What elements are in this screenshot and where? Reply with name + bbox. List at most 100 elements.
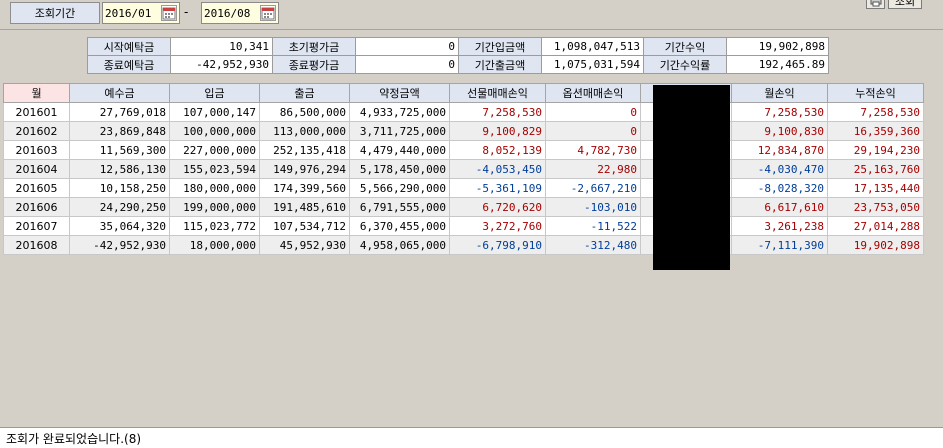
cell-deposit: 10,158,250: [69, 178, 170, 198]
table-row[interactable]: 201606 24,290,250 199,000,000 191,485,610 6,…: [3, 197, 924, 217]
cell-in: 107,000,147: [169, 102, 260, 122]
cell-contract: 4,933,725,000: [349, 102, 450, 122]
summary-value: 192,465.89: [726, 55, 829, 74]
column-header-in[interactable]: 입금: [169, 83, 260, 103]
cell-monthly: -8,028,320: [731, 178, 828, 198]
date-separator: -: [184, 5, 189, 19]
cell-in: 115,023,772: [169, 216, 260, 236]
summary-value: 1,075,031,594: [541, 55, 644, 74]
column-header-cumulative[interactable]: 누적손익: [827, 83, 924, 103]
end-date-field[interactable]: [201, 2, 279, 24]
cell-contract: 6,370,455,000: [349, 216, 450, 236]
summary-table: 시작예탁금 10,341 초기평가금 0 기간입금액 1,098,047,513…: [87, 37, 829, 74]
start-date-field[interactable]: [102, 2, 180, 24]
end-date-input[interactable]: [203, 5, 260, 21]
summary-label: 초기평가금: [272, 37, 356, 56]
cell-month: 201604: [3, 159, 70, 179]
cell-month: 201608: [3, 235, 70, 255]
cell-contract: 6,791,555,000: [349, 197, 450, 217]
start-date-input[interactable]: [104, 5, 161, 21]
column-header-contract[interactable]: 약정금액: [349, 83, 450, 103]
summary-label: 기간수익: [643, 37, 727, 56]
table-row[interactable]: 201604 12,586,130 155,023,594 149,976,294 5,…: [3, 159, 924, 179]
summary-value: 1,098,047,513: [541, 37, 644, 56]
cell-month: 201601: [3, 102, 70, 122]
summary-value: 0: [355, 55, 459, 74]
table-row[interactable]: 201602 23,869,848 100,000,000 113,000,000 3,…: [3, 121, 924, 141]
cell-deposit: 24,290,250: [69, 197, 170, 217]
printer-icon[interactable]: [866, 0, 885, 9]
column-header-out[interactable]: 출금: [259, 83, 350, 103]
calendar-icon[interactable]: [260, 5, 276, 21]
status-message: 조회가 완료되었습니다.(8): [6, 431, 142, 446]
cell-deposit: 35,064,320: [69, 216, 170, 236]
cell-month: 201606: [3, 197, 70, 217]
cell-cumulative: 29,194,230: [827, 140, 924, 160]
cell-monthly: -4,030,470: [731, 159, 828, 179]
cell-month: 201605: [3, 178, 70, 198]
cell-month: 201607: [3, 216, 70, 236]
table-row[interactable]: 201605 10,158,250 180,000,000 174,399,560 5,…: [3, 178, 924, 198]
column-header-month[interactable]: 월: [3, 83, 70, 103]
cell-in: 180,000,000: [169, 178, 260, 198]
summary-value: -42,952,930: [170, 55, 273, 74]
summary-label: 기간출금액: [458, 55, 542, 74]
cell-out: 149,976,294: [259, 159, 350, 179]
cell-cumulative: 25,163,760: [827, 159, 924, 179]
summary-value: 0: [355, 37, 459, 56]
cell-in: 155,023,594: [169, 159, 260, 179]
column-header-monthly[interactable]: 월손익: [731, 83, 828, 103]
summary-row: 시작예탁금 10,341 초기평가금 0 기간입금액 1,098,047,513…: [87, 37, 829, 56]
column-header-deposit[interactable]: 예수금: [69, 83, 170, 103]
cell-cumulative: 17,135,440: [827, 178, 924, 198]
table-row[interactable]: 201607 35,064,320 115,023,772 107,534,712 6,…: [3, 216, 924, 236]
column-header-futures[interactable]: 선물매매손익: [449, 83, 546, 103]
summary-label: 기간입금액: [458, 37, 542, 56]
cell-options: -11,522: [545, 216, 641, 236]
cell-out: 191,485,610: [259, 197, 350, 217]
cell-futures: 8,052,139: [449, 140, 546, 160]
cell-cumulative: 16,359,360: [827, 121, 924, 141]
table-row[interactable]: 201608 -42,952,930 18,000,000 45,952,930 4,9…: [3, 235, 924, 255]
cell-out: 107,534,712: [259, 216, 350, 236]
cell-out: 45,952,930: [259, 235, 350, 255]
summary-value: 19,902,898: [726, 37, 829, 56]
cell-cumulative: 7,258,530: [827, 102, 924, 122]
cell-options: 0: [545, 121, 641, 141]
period-label: 조회기간: [10, 2, 100, 24]
cell-out: 86,500,000: [259, 102, 350, 122]
cell-deposit: 27,769,018: [69, 102, 170, 122]
cell-out: 252,135,418: [259, 140, 350, 160]
status-bar: 조회가 완료되었습니다.(8): [0, 427, 943, 448]
cell-options: 22,980: [545, 159, 641, 179]
cell-out: 174,399,560: [259, 178, 350, 198]
redaction-block: [653, 85, 730, 270]
cell-futures: 3,272,760: [449, 216, 546, 236]
cell-out: 113,000,000: [259, 121, 350, 141]
cell-futures: 7,258,530: [449, 102, 546, 122]
cell-month: 201602: [3, 121, 70, 141]
table-row[interactable]: 201601 27,769,018 107,000,147 86,500,000 4,9…: [3, 102, 924, 122]
summary-label: 시작예탁금: [87, 37, 171, 56]
cell-monthly: 9,100,830: [731, 121, 828, 141]
cell-futures: -4,053,450: [449, 159, 546, 179]
summary-value: 10,341: [170, 37, 273, 56]
cell-contract: 4,958,065,000: [349, 235, 450, 255]
summary-row: 종료예탁금 -42,952,930 종료평가금 0 기간출금액 1,075,03…: [87, 55, 829, 74]
monthly-grid-area: 월 예수금 입금 출금 약정금액 선물매매손익 옵션매매손익 월손익 누적손익 …: [3, 83, 924, 425]
table-row[interactable]: 201603 11,569,300 227,000,000 252,135,418 4,…: [3, 140, 924, 160]
cell-deposit: 23,869,848: [69, 121, 170, 141]
cell-in: 100,000,000: [169, 121, 260, 141]
cell-futures: 9,100,829: [449, 121, 546, 141]
cell-deposit: -42,952,930: [69, 235, 170, 255]
cell-futures: -6,798,910: [449, 235, 546, 255]
cell-monthly: 7,258,530: [731, 102, 828, 122]
calendar-icon[interactable]: [161, 5, 177, 21]
cell-contract: 5,566,290,000: [349, 178, 450, 198]
cell-cumulative: 23,753,050: [827, 197, 924, 217]
cell-monthly: 6,617,610: [731, 197, 828, 217]
cell-monthly: -7,111,390: [731, 235, 828, 255]
column-header-options[interactable]: 옵션매매손익: [545, 83, 641, 103]
query-button[interactable]: 조회: [888, 0, 922, 9]
cell-options: -2,667,210: [545, 178, 641, 198]
